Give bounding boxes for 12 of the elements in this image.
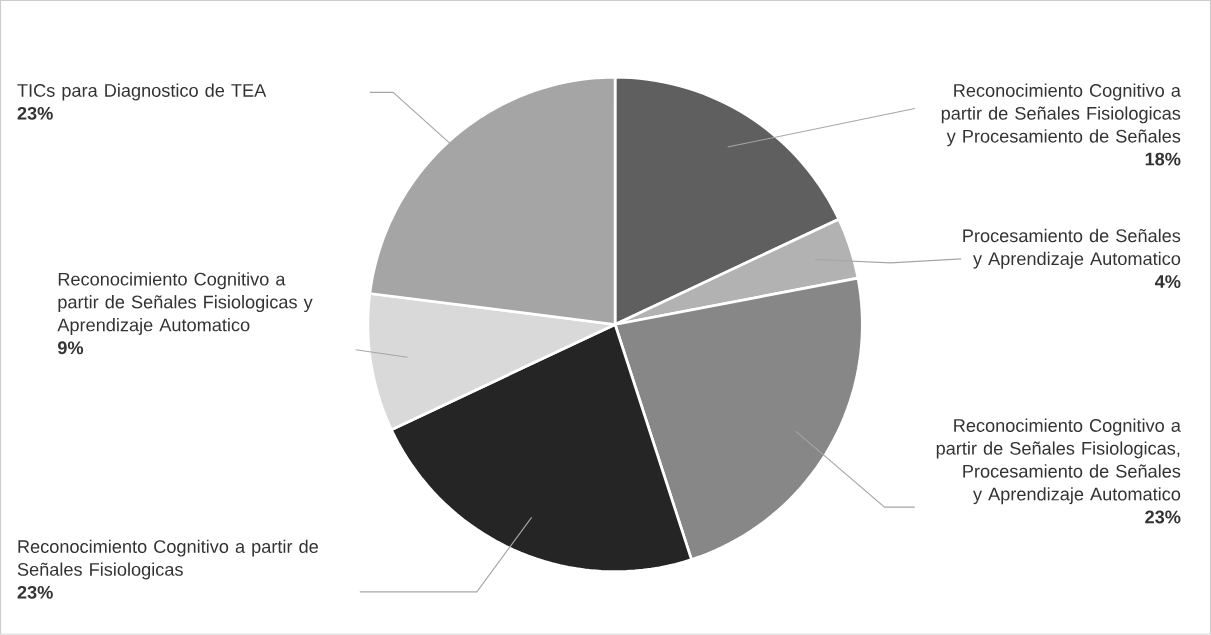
slice-label: Reconocimiento Cognitivo a partir de Señales Fisiologicas bbox=[17, 539, 318, 580]
data-label: 23% bbox=[1145, 510, 1181, 524]
slice-label: Reconocimiento Cognitivo a partir de Señales Fisiologicas, Procesamiento de Señales y Aprendizaje Automatico bbox=[936, 418, 1181, 505]
data-label: 23% bbox=[17, 585, 53, 599]
slice-label: Procesamiento de Señales y Aprendizaje Automatico bbox=[963, 228, 1181, 269]
slice-label: TICs para Diagnostico de TEA bbox=[17, 83, 267, 101]
slice-label: Reconocimiento Cognitivo a partir de Señales Fisiologicas y Aprendizaje Automatico bbox=[57, 272, 313, 336]
data-label: 4% bbox=[1154, 275, 1181, 289]
slice-label: Reconocimiento Cognitivo a partir de Señales Fisiologicas y Procesamiento de Señales bbox=[941, 83, 1181, 147]
data-label: 23% bbox=[17, 107, 53, 120]
data-label: 9% bbox=[57, 341, 84, 355]
data-label: 18% bbox=[1145, 152, 1181, 166]
